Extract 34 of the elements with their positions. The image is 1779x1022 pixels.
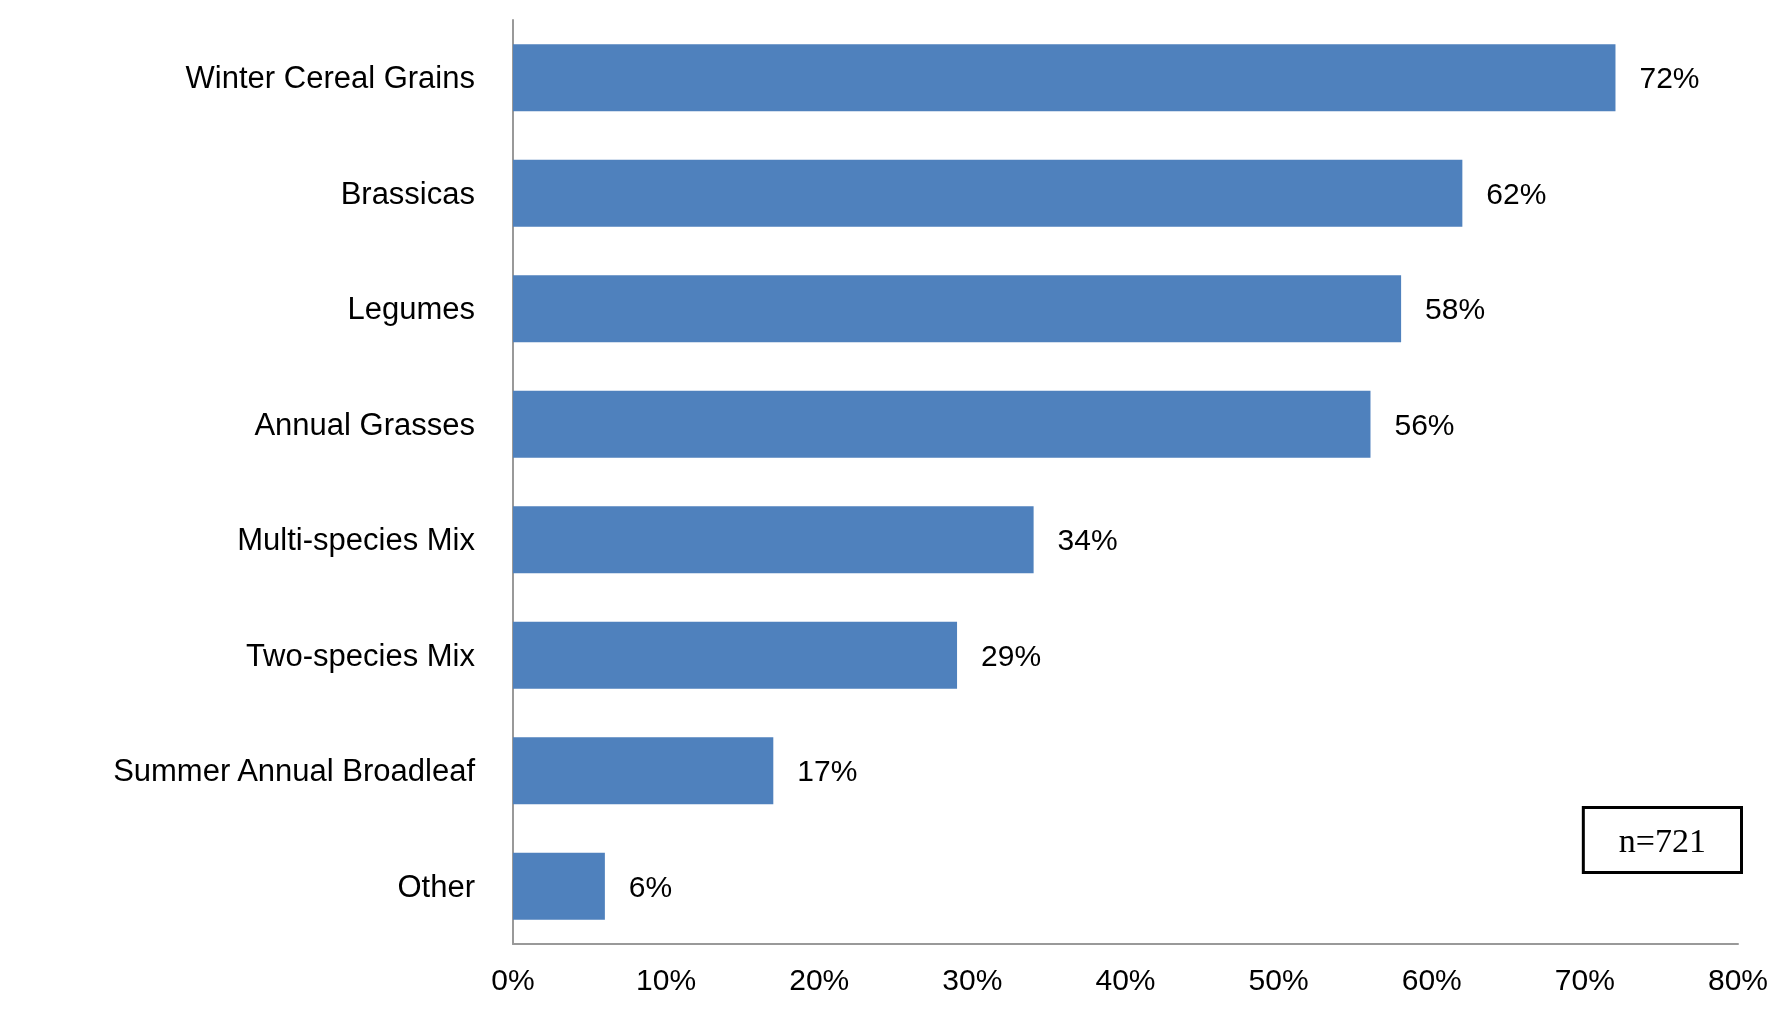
- y-tick-label: Winter Cereal Grains: [185, 60, 475, 96]
- data-label: 34%: [1057, 523, 1118, 557]
- y-tick-label: Legumes: [347, 291, 475, 327]
- data-label: 72%: [1639, 61, 1700, 95]
- y-tick-label: Summer Annual Broadleaf: [113, 753, 476, 789]
- x-tick-label: 50%: [1248, 962, 1309, 996]
- y-tick-label: Multi-species Mix: [237, 522, 476, 558]
- data-label: 29%: [981, 638, 1042, 672]
- bar: [513, 44, 1616, 112]
- annotation: n=721: [1618, 821, 1707, 859]
- data-label: 6%: [628, 869, 673, 903]
- data-label: 56%: [1394, 407, 1455, 441]
- x-tick-label: 30%: [942, 962, 1003, 996]
- x-tick-label: 40%: [1095, 962, 1156, 996]
- y-tick-label: Brassicas: [340, 175, 475, 211]
- bar: [513, 275, 1402, 343]
- bar: [513, 737, 774, 805]
- x-tick-label: 0%: [491, 962, 535, 996]
- data-label: 17%: [797, 754, 858, 788]
- y-tick-label: Two-species Mix: [245, 637, 476, 673]
- x-tick-label: 20%: [789, 962, 850, 996]
- x-tick-label: 60%: [1401, 962, 1462, 996]
- y-tick-label: Other: [397, 868, 475, 904]
- bar: [513, 506, 1034, 574]
- bar: [513, 621, 958, 689]
- bar: [513, 390, 1371, 458]
- data-label: 62%: [1486, 176, 1547, 210]
- x-tick-label: 70%: [1554, 962, 1615, 996]
- x-tick-label: 80%: [1707, 962, 1768, 996]
- bar: [513, 852, 605, 920]
- y-tick-label: Annual Grasses: [254, 406, 475, 442]
- bar: [513, 159, 1463, 227]
- x-tick-label: 10%: [636, 962, 697, 996]
- data-label: 58%: [1425, 292, 1486, 326]
